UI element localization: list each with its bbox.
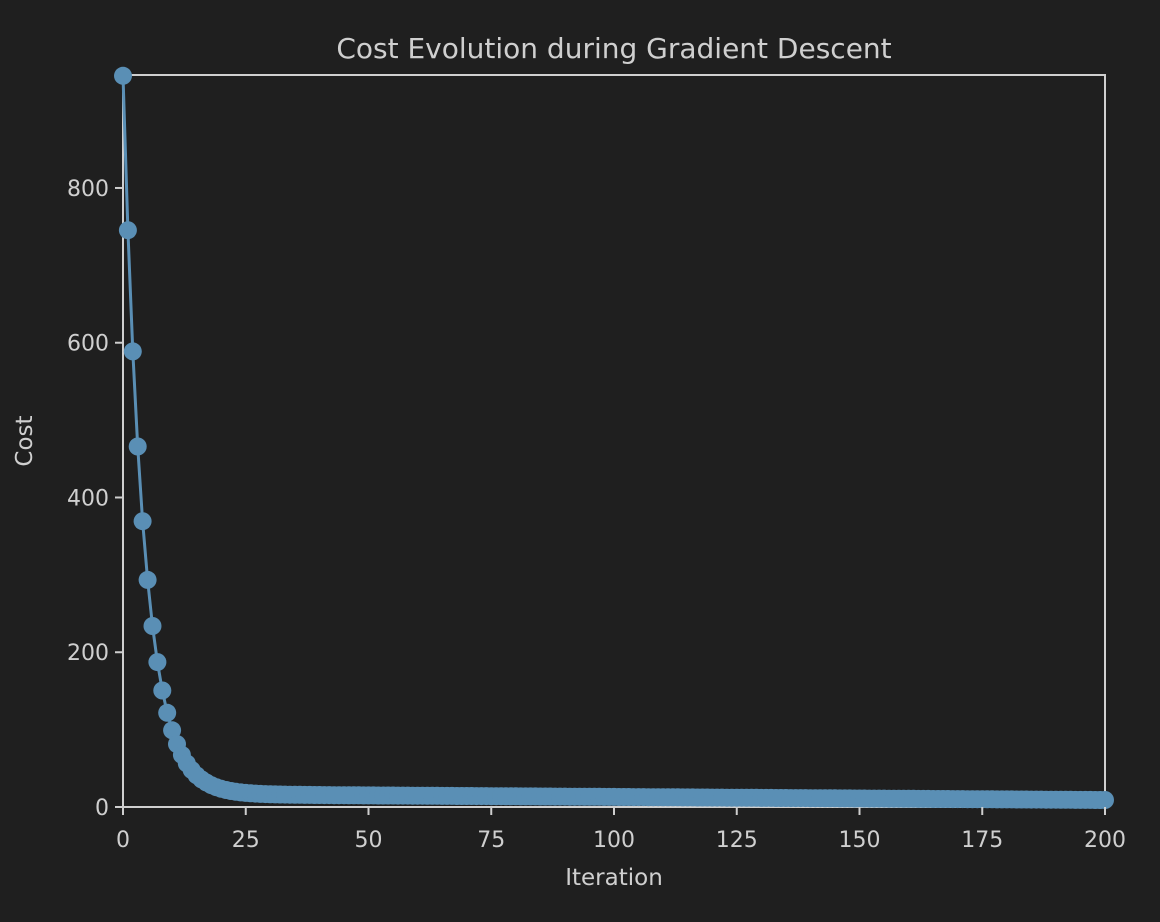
data-point-marker xyxy=(114,66,132,85)
data-point-marker xyxy=(118,221,137,240)
x-axis-label: Iteration xyxy=(565,865,663,891)
data-point-marker xyxy=(158,703,177,722)
data-point-marker xyxy=(143,617,162,635)
y-axis-label: Cost xyxy=(12,415,38,466)
data-point-marker xyxy=(123,342,142,361)
x-tick-label: 200 xyxy=(1084,828,1126,853)
y-axis-ticks: 0 200 400 600 800 xyxy=(67,177,123,821)
data-point-marker xyxy=(1096,791,1114,809)
x-tick-label: 75 xyxy=(477,828,505,853)
y-tick-label: 400 xyxy=(67,486,109,511)
x-tick-label: 175 xyxy=(961,828,1003,853)
data-point-marker xyxy=(133,512,152,531)
y-tick-label: 0 xyxy=(95,796,109,821)
x-tick-label: 125 xyxy=(716,828,758,853)
data-point-marker xyxy=(163,721,182,740)
x-tick-label: 100 xyxy=(593,828,635,853)
cost-series-markers xyxy=(114,66,1114,809)
data-point-marker xyxy=(148,653,167,672)
chart-title: Cost Evolution during Gradient Descent xyxy=(336,32,891,65)
data-point-marker xyxy=(153,681,172,700)
y-tick-label: 600 xyxy=(67,332,109,357)
x-tick-label: 50 xyxy=(355,828,383,853)
y-tick-label: 800 xyxy=(67,177,109,202)
data-point-marker xyxy=(128,437,147,456)
plot-area-frame xyxy=(122,74,1106,808)
x-tick-label: 150 xyxy=(839,828,881,853)
x-axis-ticks: 0 25 50 75 100 125 150 175 200 xyxy=(116,807,1126,853)
data-point-marker xyxy=(138,570,157,589)
x-tick-label: 0 xyxy=(116,828,130,853)
y-tick-label: 200 xyxy=(67,641,109,666)
x-tick-label: 25 xyxy=(232,828,260,853)
